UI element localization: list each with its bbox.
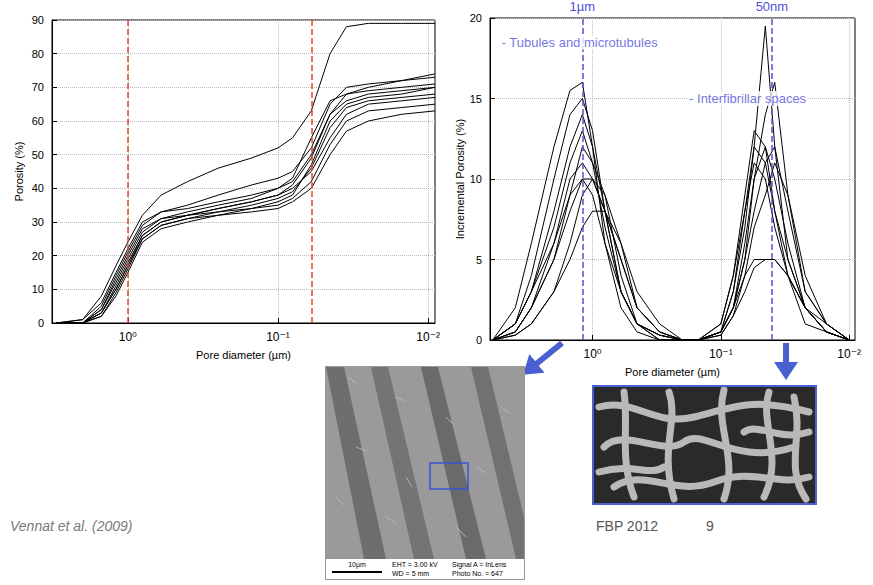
svg-text:0: 0	[38, 317, 44, 329]
svg-text:10⁰: 10⁰	[119, 330, 137, 344]
html-text:EHT = 3.00 kV: EHT = 3.00 kV	[392, 561, 438, 568]
svg-text:40: 40	[32, 182, 44, 194]
svg-text:80: 80	[32, 48, 44, 60]
svg-text:Incremental Porosity (%): Incremental Porosity (%)	[454, 119, 466, 239]
html-text:FBP 2012: FBP 2012	[596, 518, 658, 534]
svg-text:10: 10	[32, 283, 44, 295]
svg-text:20: 20	[32, 250, 44, 262]
svg-text:50: 50	[32, 149, 44, 161]
svg-text:Pore diameter (µm): Pore diameter (µm)	[625, 366, 720, 378]
svg-text:10⁰: 10⁰	[583, 347, 601, 361]
svg-text:Pore diameter (µm): Pore diameter (µm)	[196, 349, 291, 361]
svg-text:10⁻²: 10⁻²	[837, 347, 861, 361]
svg-text:20: 20	[470, 12, 482, 24]
html-text:9: 9	[706, 518, 714, 534]
html-text:10µm: 10µm	[348, 561, 366, 568]
html-text:Signal A = InLens: Signal A = InLens	[452, 561, 507, 568]
html-text:Vennat et al. (2009): Vennat et al. (2009)	[10, 518, 133, 534]
svg-text:90: 90	[32, 14, 44, 26]
svg-text:10⁻¹: 10⁻¹	[266, 330, 290, 344]
svg-text:Porosity (%): Porosity (%)	[13, 142, 25, 202]
svg-text:70: 70	[32, 81, 44, 93]
svg-text:10: 10	[470, 173, 482, 185]
html-text:WD = 5 mm: WD = 5 mm	[392, 570, 430, 577]
svg-text:0: 0	[476, 334, 482, 346]
svg-text:10⁻¹: 10⁻¹	[709, 347, 733, 361]
svg-text:30: 30	[32, 216, 44, 228]
svg-text:15: 15	[470, 93, 482, 105]
svg-text:- Tubules and microtubules: - Tubules and microtubules	[502, 35, 659, 50]
svg-text:1µm: 1µm	[570, 0, 596, 14]
svg-text:5: 5	[476, 254, 482, 266]
svg-text:60: 60	[32, 115, 44, 127]
svg-text:10⁻²: 10⁻²	[416, 330, 440, 344]
html-text:Photo No. = 647: Photo No. = 647	[452, 570, 503, 577]
svg-text:50nm: 50nm	[756, 0, 789, 14]
svg-text:- Interfibrillar spaces: - Interfibrillar spaces	[689, 91, 807, 106]
